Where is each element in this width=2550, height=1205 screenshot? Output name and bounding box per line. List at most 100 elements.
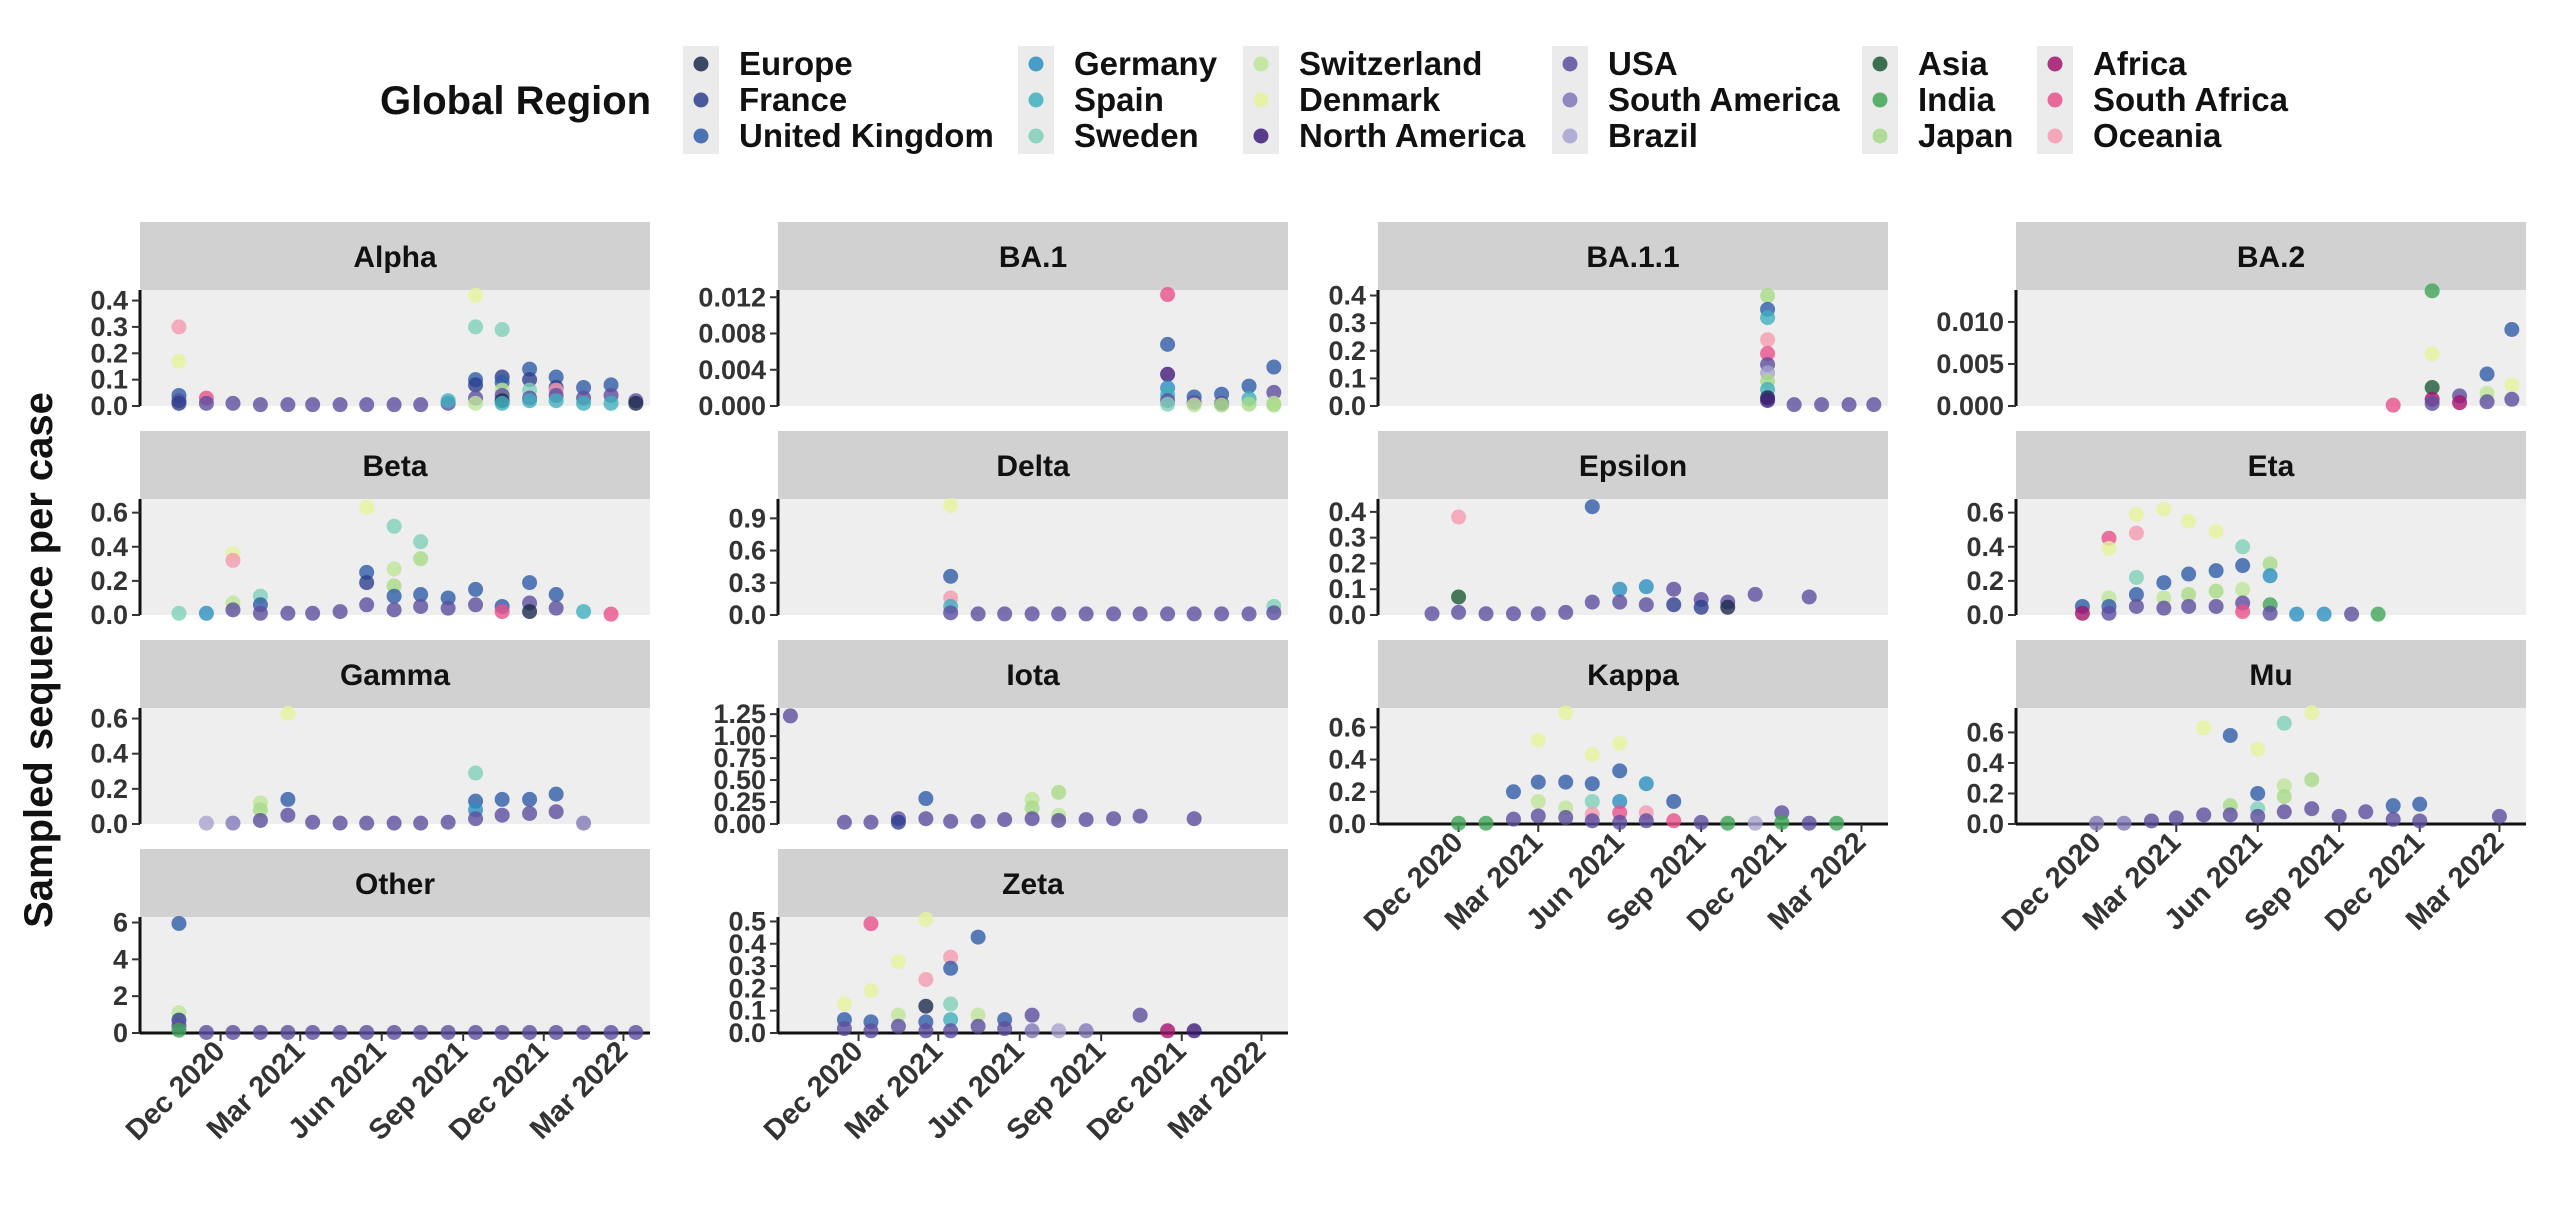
data-point-usa [2331,808,2347,824]
data-point-oceania [1760,332,1776,348]
panel-strip [2016,222,2526,290]
y-tick-label: 0.000 [698,391,766,421]
data-point-usa [1106,811,1122,827]
panel-plot-area [778,290,1288,406]
data-point-germany [198,605,214,621]
legend-key-dot [1253,128,1269,144]
data-point-usa [1478,606,1494,622]
y-tick-label: 0.2 [728,973,766,1003]
legend-key-dot [1562,92,1578,108]
data-point-usa [782,708,798,724]
y-tick-label: 0.4 [90,532,128,562]
panel-beta: Beta 0.0 0.2 0.4 0.6 [90,431,650,630]
data-point-south-africa [1666,813,1682,829]
data-point-denmark [2504,377,2520,393]
data-point-india [1720,815,1736,831]
data-point-usa [918,1023,934,1039]
data-point-south-africa [2235,604,2251,620]
data-point-usa [1801,815,1817,831]
data-point-france [890,814,906,830]
data-point-japan [1266,397,1282,413]
data-point-united-kingdom [1530,774,1546,790]
legend-label: Japan [1918,117,2013,154]
legend-label: France [739,81,847,118]
data-point-denmark [1584,747,1600,763]
legend-label: Africa [2093,45,2187,82]
data-point-north-america [1160,366,1176,382]
y-tick-label: 0.6 [1966,717,2004,747]
data-point-usa [252,605,268,621]
data-point-usa [1186,606,1202,622]
y-tick-label: 0.4 [90,739,128,769]
data-point-united-kingdom [1505,784,1521,800]
data-point-united-kingdom [1266,359,1282,375]
panel-plot-area [1378,290,1888,406]
data-point-usa [359,397,375,413]
legend-key-dot [2047,128,2063,144]
data-point-india [1451,815,1467,831]
data-point-germany [2316,606,2332,622]
y-tick-label: 0.0 [1966,809,2004,839]
data-point-usa [863,814,879,830]
data-point-usa [1266,384,1282,400]
data-point-switzerland [2276,778,2292,794]
y-tick-label: 0.3 [90,312,128,342]
y-tick-label: 0.75 [713,743,766,773]
y-tick-label: 0.1 [1328,574,1366,604]
legend-key-dot [693,128,709,144]
data-point-oceania [918,971,934,987]
data-point-united-kingdom [2222,727,2238,743]
data-point-usa [2208,598,2224,614]
panel-title: Epsilon [1579,450,1687,483]
data-point-south-america [1024,1023,1040,1039]
data-point-brazil [1051,1023,1067,1039]
legend-key-dot [2047,92,2063,108]
data-point-denmark [836,996,852,1012]
data-point-spain [576,604,592,620]
data-point-usa [225,395,241,411]
y-tick-label: 0.2 [1328,548,1366,578]
data-point-usa [2491,808,2507,824]
legend-label: Spain [1074,81,1164,118]
panel-strip [140,849,650,917]
data-point-south-america [225,815,241,831]
panel-ba-2: BA.2 0.000 0.005 0.010 [1936,222,2526,421]
legend-item-asia: Asia [1862,45,1988,82]
data-point-usa [2358,804,2374,820]
data-point-usa [1612,814,1628,830]
legend-item-japan: Japan [1862,117,2013,154]
data-point-denmark [280,705,296,721]
data-point-united-kingdom [413,587,429,603]
data-point-oceania [2128,525,2144,541]
data-point-usa [943,813,959,829]
data-point-sweden [494,322,510,338]
data-point-usa [1214,606,1230,622]
data-point-switzerland [1186,397,1202,413]
panel-strip [1378,431,1888,499]
data-point-usa [2156,600,2172,616]
legend-label: Europe [739,45,853,82]
legend-item-switzerland: Switzerland [1243,45,1482,82]
data-point-usa [252,812,268,828]
data-point-usa [1584,813,1600,829]
legend-key-dot [693,92,709,108]
data-point-usa [2424,395,2440,411]
legend-key-dot [1562,128,1578,144]
panel-title: Mu [2249,659,2292,692]
data-point-usa [890,1018,906,1034]
panel-epsilon: Epsilon 0.00.10.20.30.4 [1328,431,1888,630]
panel-plot-area [1378,708,1888,824]
data-point-usa [576,1024,592,1040]
data-point-south-africa [1760,346,1776,362]
data-point-usa [494,1024,510,1040]
data-point-oceania [171,319,187,335]
data-point-usa [1638,597,1654,613]
data-point-usa [386,815,402,831]
data-point-spain [943,1012,959,1028]
data-point-germany [1638,579,1654,595]
data-point-france [171,395,187,411]
data-point-usa [359,1024,375,1040]
data-point-usa [1666,581,1682,597]
